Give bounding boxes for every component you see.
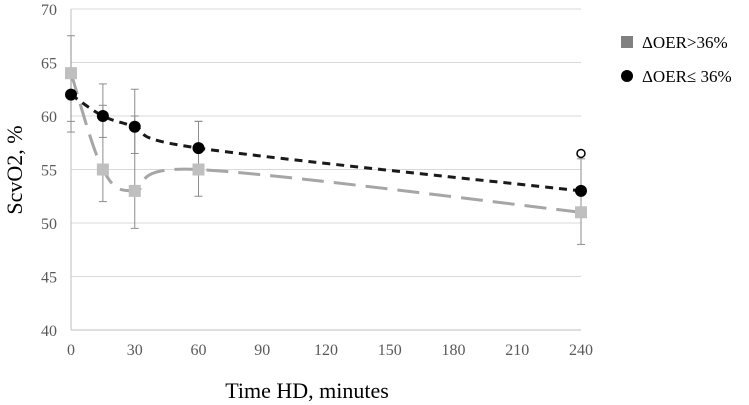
legend-circle-icon <box>621 70 633 82</box>
data-point-square <box>128 184 141 197</box>
x-tick-label: 180 <box>442 342 466 359</box>
data-point-circle <box>575 184 587 197</box>
data-point-circle <box>65 88 77 101</box>
legend-label: ΔOER≤ 36% <box>642 67 732 86</box>
x-tick-label: 120 <box>314 342 338 359</box>
y-tick-label: 55 <box>41 163 57 180</box>
x-tick-label: 90 <box>254 342 270 359</box>
data-point-square <box>96 163 109 176</box>
grid-lines <box>71 8 581 277</box>
data-point-square <box>575 206 587 219</box>
series-lines <box>69 72 582 214</box>
y-axis-title: ScvO2, % <box>2 125 27 214</box>
x-tick-label: 240 <box>569 342 593 359</box>
annotation-open-circle <box>576 148 586 159</box>
legend-label: ΔOER>36% <box>642 33 728 52</box>
x-tick-label: 30 <box>127 342 143 359</box>
data-point-square <box>65 67 77 80</box>
series-line <box>69 72 582 214</box>
y-tick-label: 40 <box>41 323 57 340</box>
x-axis-title: Time HD, minutes <box>225 378 389 403</box>
y-tick-label: 65 <box>41 56 57 73</box>
series-line <box>70 93 582 193</box>
data-point-square <box>192 163 205 176</box>
y-tick-label: 70 <box>41 2 57 19</box>
series-markers <box>65 67 587 219</box>
tick-labels: 40 45 50 55 60 65 70 0 30 60 90 120 150 180 210 240 <box>41 2 593 359</box>
y-tick-label: 60 <box>41 109 57 126</box>
x-tick-label: 150 <box>378 342 402 359</box>
data-point-circle <box>192 142 205 155</box>
legend: ΔOER>36% ΔOER≤ 36% <box>621 33 732 86</box>
x-tick-label: 0 <box>67 342 75 359</box>
legend-square-icon <box>621 36 633 48</box>
data-point-circle <box>96 110 109 122</box>
data-point-circle <box>128 120 141 133</box>
y-tick-label: 50 <box>41 216 57 233</box>
x-tick-label: 210 <box>505 342 529 359</box>
x-tick-label: 60 <box>191 342 207 359</box>
error-bars <box>67 35 585 245</box>
y-tick-label: 45 <box>41 270 57 287</box>
